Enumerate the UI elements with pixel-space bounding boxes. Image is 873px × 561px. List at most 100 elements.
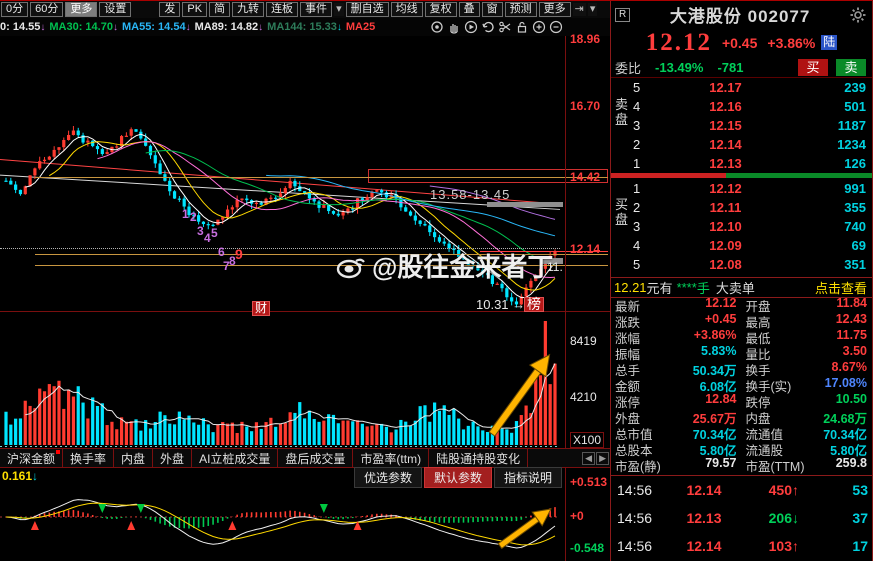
zoom-in-icon[interactable] <box>531 20 546 35</box>
toolbar-button-复权[interactable]: 复权 <box>424 2 457 17</box>
tick-time: 14:56 <box>617 482 653 498</box>
price: 12.14 <box>709 137 742 152</box>
tab-沪深金额[interactable]: 沪深金额 <box>0 449 64 467</box>
caret-down-icon[interactable]: ▾ <box>334 3 344 16</box>
weibi-value: -13.49% <box>655 59 704 75</box>
ask-row[interactable]: 4 12.16 501 <box>611 97 872 116</box>
macd-buy-arrow <box>30 521 39 530</box>
level: 4 <box>633 238 641 253</box>
toolbar-button-均线[interactable]: 均线 <box>390 2 423 17</box>
event-badge-bang[interactable]: 榜 <box>524 297 544 312</box>
gear-icon[interactable] <box>850 7 866 23</box>
ask-book: 5 12.17 239 4 12.16 501 3 12.15 1187 2 12.14 1234 1 1… <box>611 78 872 173</box>
price-axis-label-12.14: 12.14 <box>570 242 601 256</box>
nine-turn-9: 9 <box>235 246 243 262</box>
buy-button[interactable]: 买 <box>798 58 828 76</box>
toolbar-button-更多[interactable]: 更多 <box>65 2 98 17</box>
info-value: 10.50 <box>835 391 867 406</box>
toolbar-button-更多[interactable]: 更多 <box>538 2 571 17</box>
event-badge-cai[interactable]: 财 <box>252 301 271 316</box>
toolbar-button-连板[interactable]: 连板 <box>266 2 299 17</box>
scissors-icon[interactable] <box>497 20 512 35</box>
toolbar-button-窗[interactable]: 窗 <box>481 2 503 17</box>
alert-link[interactable]: 点击查看 <box>814 281 867 296</box>
bid-row[interactable]: 4 12.09 69 <box>611 236 872 255</box>
hand-icon[interactable] <box>446 20 461 35</box>
level-line-1442 <box>35 177 608 178</box>
volume: 1187 <box>837 118 866 133</box>
param-button-指标说明[interactable]: 指标说明 <box>493 467 562 488</box>
level: 4 <box>633 99 641 114</box>
volume: 1234 <box>837 137 866 152</box>
tab-外盘[interactable]: 外盘 <box>153 449 193 467</box>
tick-volume: 450↑ <box>768 482 799 498</box>
play-icon[interactable] <box>463 20 478 35</box>
toolbar-button-九转[interactable]: 九转 <box>232 2 265 17</box>
tab-内盘[interactable]: 内盘 <box>114 449 154 467</box>
tab-AI立桩成交量[interactable]: AI立桩成交量 <box>192 449 279 467</box>
nine-turn-3: 3 <box>197 224 204 238</box>
bid-row[interactable]: 1 12.12 991 <box>611 179 872 198</box>
toolbar-button-预测[interactable]: 预测 <box>504 2 537 17</box>
ask-row[interactable]: 3 12.15 1187 <box>611 116 872 135</box>
toolbar-button-0分[interactable]: 0分 <box>1 2 29 17</box>
tick-volume: 206↓ <box>768 510 799 526</box>
bid-row[interactable]: 2 12.11 355 <box>611 198 872 217</box>
info-label: 振幅 <box>615 347 641 362</box>
toolbar-button-叠[interactable]: 叠 <box>458 2 480 17</box>
bid-row[interactable]: 3 12.10 740 <box>611 217 872 236</box>
arrow-to-bar-icon[interactable]: ⇥ <box>572 3 586 16</box>
bid-row[interactable]: 5 12.08 351 <box>611 255 872 274</box>
ask-row[interactable]: 2 12.14 1234 <box>611 135 872 154</box>
info-value: 8.67% <box>831 359 867 374</box>
lock-icon[interactable] <box>514 20 529 35</box>
tab-left-arrow-icon[interactable]: ◀ <box>582 451 596 465</box>
toolbar-button-PK[interactable]: PK <box>182 2 208 17</box>
volume-pane[interactable] <box>0 311 610 449</box>
param-button-优选参数[interactable]: 优选参数 <box>353 467 422 488</box>
tab-scroll-arrows[interactable]: ◀ ▶ <box>582 449 610 467</box>
info-label: 金额 <box>615 379 641 394</box>
caret-down-icon[interactable]: ▾ <box>587 3 598 16</box>
price: 12.13 <box>709 156 742 171</box>
sell-button[interactable]: 卖 <box>836 58 866 76</box>
volume: 501 <box>844 99 866 114</box>
toolbar-button-简[interactable]: 简 <box>209 2 231 17</box>
ask-row[interactable]: 1 12.13 126 <box>611 154 872 173</box>
param-button-默认参数[interactable]: 默认参数 <box>423 467 492 488</box>
tab-盘后成交量[interactable]: 盘后成交量 <box>278 449 354 467</box>
support-line-lower <box>35 265 608 266</box>
tab-市盈率(ttm)[interactable]: 市盈率(ttm) <box>353 449 430 467</box>
info-label: 量比 <box>745 347 771 362</box>
nine-turn-8: 8 <box>229 254 236 268</box>
large-order-alert[interactable]: 12.21 元有 **** 手 大卖单 点击查看 <box>611 277 872 298</box>
info-value: 3.50 <box>842 343 867 358</box>
info-value: 5.80亿 <box>699 443 737 458</box>
macd-pane[interactable]: 0.161↓ 优选参数 默认参数 指标说明 <box>0 466 610 561</box>
info-label: 涨停 <box>615 395 641 410</box>
tab-换手率[interactable]: 换手率 <box>63 449 115 467</box>
ask-row[interactable]: 5 12.17 239 <box>611 78 872 97</box>
info-外盘: 外盘 25.67万 <box>611 408 742 427</box>
toolbar-button-事件[interactable]: 事件 <box>300 2 333 17</box>
annotation-arrow-macd <box>497 508 552 550</box>
tab-right-arrow-icon[interactable]: ▶ <box>596 451 609 465</box>
watermark-text: @股往金来者丁 <box>372 252 554 282</box>
tab-陆股通持股变化[interactable]: 陆股通持股变化 <box>429 449 529 467</box>
toolbar-button-60分[interactable]: 60分 <box>30 2 64 17</box>
price-change: +0.45 <box>721 34 758 51</box>
eye-icon[interactable] <box>429 20 444 35</box>
toolbar-button-设置[interactable]: 设置 <box>99 2 132 17</box>
toolbar-button-删自选[interactable]: 删自选 <box>345 2 389 17</box>
zoom-out-icon[interactable] <box>548 20 563 35</box>
info-金额: 金额 6.08亿 <box>611 376 742 395</box>
undo-icon[interactable] <box>480 20 495 35</box>
toolbar-button-发[interactable]: 发 <box>159 2 181 17</box>
info-label: 换手 <box>745 363 771 378</box>
supply-zone-bar-2 <box>541 258 563 264</box>
tick-time: 14:56 <box>617 510 653 526</box>
info-label: 市盈(静) <box>615 459 661 474</box>
alert-text-1: 元有 <box>646 281 673 296</box>
chart-tool-icons <box>428 20 564 35</box>
